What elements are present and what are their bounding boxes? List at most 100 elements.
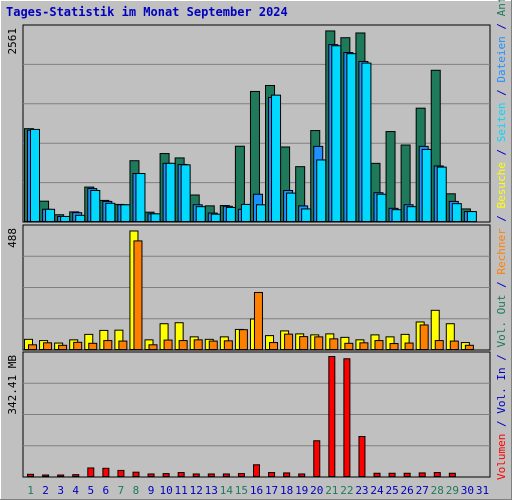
bar-rechner-9 (148, 344, 158, 350)
legend-separator: / (495, 275, 508, 295)
x-tick-label: 14 (220, 484, 234, 497)
legend-separator: / (495, 83, 508, 103)
bar-rechner-7 (118, 340, 128, 351)
bar-volumen-23 (358, 436, 366, 478)
bar-seiten-3 (60, 215, 71, 222)
x-tick-label: 12 (190, 484, 203, 497)
bar-volumen-21 (328, 356, 336, 477)
bar-seiten-23 (361, 62, 372, 223)
legend-item-vol-in: Vol. In (495, 367, 508, 413)
legend-item-anfragen: Anfragen (495, 0, 508, 16)
bar-rechner-15 (238, 329, 248, 350)
x-tick-label: 15 (235, 484, 248, 497)
bar-rechner-1 (28, 344, 37, 350)
bar-rechner-6 (103, 340, 113, 351)
bar-seiten-29 (451, 203, 462, 222)
legend-item-dateien: Dateien (495, 36, 508, 82)
bar-seiten-21 (331, 45, 342, 222)
series-rechner (28, 240, 474, 351)
x-tick-label: 26 (401, 484, 414, 497)
bar-volumen-7 (117, 469, 125, 478)
legend-separator: / (495, 414, 508, 434)
bar-volumen-20 (313, 440, 321, 478)
bar-seiten-27 (421, 148, 432, 222)
x-tick-label: 9 (148, 484, 155, 497)
bar-seiten-25 (391, 209, 402, 222)
bar-rechner-11 (178, 340, 188, 351)
bar-rechner-8 (133, 240, 143, 350)
x-tick-label: 28 (431, 484, 444, 497)
bar-seiten-2 (45, 208, 56, 223)
bar-rechner-30 (464, 344, 474, 350)
bar-seiten-6 (105, 202, 116, 222)
bar-rechner-10 (163, 339, 173, 350)
bar-rechner-13 (208, 340, 218, 351)
x-tick-label: 16 (250, 484, 263, 497)
bar-seiten-7 (120, 204, 131, 222)
bar-volumen-14 (222, 473, 230, 477)
x-tick-label: 17 (265, 484, 278, 497)
bar-volumen-1 (27, 473, 35, 478)
legend-separator: / (495, 348, 508, 368)
x-tick-label: 10 (159, 484, 172, 497)
x-tick-label: 23 (355, 484, 368, 497)
x-tick-label: 31 (476, 484, 489, 497)
legend-item-vol-out: Vol. Out (495, 295, 508, 348)
legend-item-rechner: Rechner (495, 228, 508, 275)
bar-volumen-24 (373, 472, 381, 477)
bar-seiten-11 (180, 164, 191, 222)
x-tick-label: 21 (325, 484, 338, 497)
x-tick-label: 1 (27, 484, 34, 497)
bar-rechner-3 (58, 344, 68, 350)
bar-volumen-29 (448, 472, 456, 477)
bar-volumen-6 (102, 467, 110, 478)
bar-seiten-5 (90, 189, 101, 223)
bar-volumen-4 (72, 474, 80, 477)
bar-rechner-21 (329, 338, 339, 351)
panel-top: 2561 (6, 24, 491, 223)
bar-seiten-28 (436, 166, 447, 222)
bar-seiten-15 (240, 203, 251, 222)
bar-volumen-25 (388, 472, 396, 477)
bar-seiten-4 (75, 214, 86, 222)
bar-volumen-12 (192, 473, 200, 477)
legend-separator: / (495, 16, 508, 36)
bar-rechner-27 (419, 324, 429, 350)
bar-volumen-16 (253, 464, 260, 478)
bar-rechner-22 (344, 342, 354, 350)
bar-seiten-20 (316, 159, 327, 222)
legend-item-seiten: Seiten (495, 102, 508, 142)
bar-volumen-27 (418, 472, 426, 478)
bar-seiten-30 (466, 211, 477, 223)
bar-volumen-28 (433, 472, 441, 477)
x-tick-label: 18 (280, 484, 293, 497)
bar-rechner-18 (284, 333, 294, 351)
bar-volumen-15 (237, 473, 245, 478)
bar-rechner-20 (314, 336, 324, 350)
y-max-label: 488 (6, 228, 19, 248)
bar-rechner-24 (374, 340, 384, 351)
x-tick-label: 19 (295, 484, 308, 497)
bar-volumen-13 (207, 473, 215, 477)
bar-seiten-22 (346, 53, 357, 222)
bar-seiten-19 (301, 208, 312, 222)
x-axis: 1 2 3 4 5 6 7 8 9 10 11 12 13 14 15 16 17 18 19 20 21 22 23 24 2… (27, 484, 489, 497)
x-tick-label: 30 (461, 484, 474, 497)
legend-separator: / (495, 208, 508, 228)
bar-rechner-4 (73, 341, 83, 351)
legend-separator: / (495, 142, 508, 162)
panel-bottom: 342.41 MB (6, 351, 491, 478)
chart-panels: 2561 488 342.41 MB (6, 24, 491, 478)
bar-seiten-17 (271, 94, 282, 222)
bar-rechner-26 (404, 342, 414, 350)
panel-middle: 488 (6, 224, 491, 351)
bar-seiten-14 (225, 206, 236, 223)
x-tick-label: 13 (205, 484, 218, 497)
y-max-label: 2561 (6, 28, 19, 55)
bar-volumen-5 (87, 467, 95, 477)
bar-seiten-24 (376, 193, 387, 222)
chart-title: Tages-Statistik im Monat September 2024 (6, 5, 288, 19)
legend-vertical: Volumen / Vol. In / Vol. Out / Rechner /… (495, 0, 508, 480)
x-tick-label: 2 (42, 484, 49, 497)
